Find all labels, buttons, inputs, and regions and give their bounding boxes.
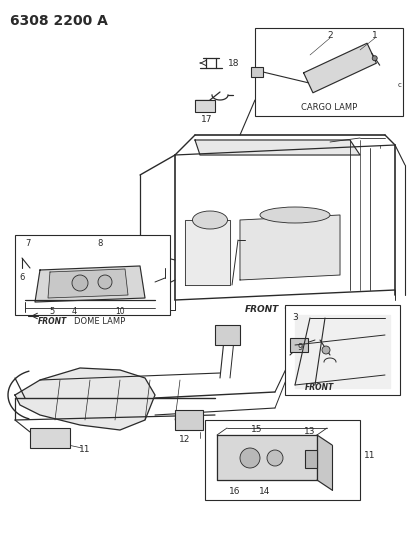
Text: CARGO LAMP: CARGO LAMP (300, 103, 356, 112)
Circle shape (72, 275, 88, 291)
Text: 18: 18 (227, 60, 239, 69)
Text: 15: 15 (251, 424, 262, 433)
Bar (250, 67, 262, 77)
Polygon shape (35, 266, 145, 302)
Circle shape (266, 450, 282, 466)
Polygon shape (195, 140, 359, 155)
Text: 3: 3 (291, 313, 297, 322)
Ellipse shape (192, 211, 227, 229)
Text: 10: 10 (115, 308, 124, 317)
Bar (204, 420, 359, 500)
Bar (30, 428, 70, 448)
Text: 4: 4 (71, 308, 76, 317)
Text: 1: 1 (371, 30, 377, 39)
Text: FRONT: FRONT (38, 318, 67, 327)
Ellipse shape (259, 207, 329, 223)
Text: 11: 11 (363, 450, 375, 459)
Text: FRONT: FRONT (304, 384, 333, 392)
Bar (304, 450, 316, 468)
Text: 12: 12 (179, 435, 190, 445)
Text: 13: 13 (303, 427, 315, 437)
Text: 11: 11 (79, 446, 90, 455)
Bar (195, 100, 214, 112)
Text: 5: 5 (49, 308, 54, 317)
Text: 7: 7 (25, 239, 31, 248)
Text: 6308 2200 A: 6308 2200 A (10, 14, 108, 28)
Text: 16: 16 (229, 487, 240, 496)
Polygon shape (15, 368, 155, 430)
Bar (254, 28, 402, 116)
Text: 9: 9 (297, 343, 302, 352)
Bar (214, 325, 239, 345)
Bar (284, 305, 399, 395)
Circle shape (98, 275, 112, 289)
Polygon shape (184, 220, 229, 285)
Text: c: c (397, 82, 401, 88)
Text: 8: 8 (97, 238, 102, 247)
Polygon shape (239, 215, 339, 280)
Text: 14: 14 (258, 487, 270, 496)
Text: DOME LAMP: DOME LAMP (74, 318, 125, 327)
Polygon shape (316, 435, 331, 490)
Bar (15, 235, 170, 315)
Circle shape (321, 346, 329, 354)
Bar (175, 410, 202, 430)
Text: FRONT: FRONT (245, 305, 279, 314)
Polygon shape (216, 435, 316, 480)
Text: 17: 17 (201, 116, 212, 125)
Polygon shape (294, 315, 389, 388)
Text: 2: 2 (326, 30, 332, 39)
Bar (289, 338, 307, 352)
Circle shape (239, 448, 259, 468)
Polygon shape (303, 43, 375, 93)
Polygon shape (48, 269, 128, 298)
Text: 6: 6 (19, 273, 25, 282)
Circle shape (371, 56, 376, 61)
